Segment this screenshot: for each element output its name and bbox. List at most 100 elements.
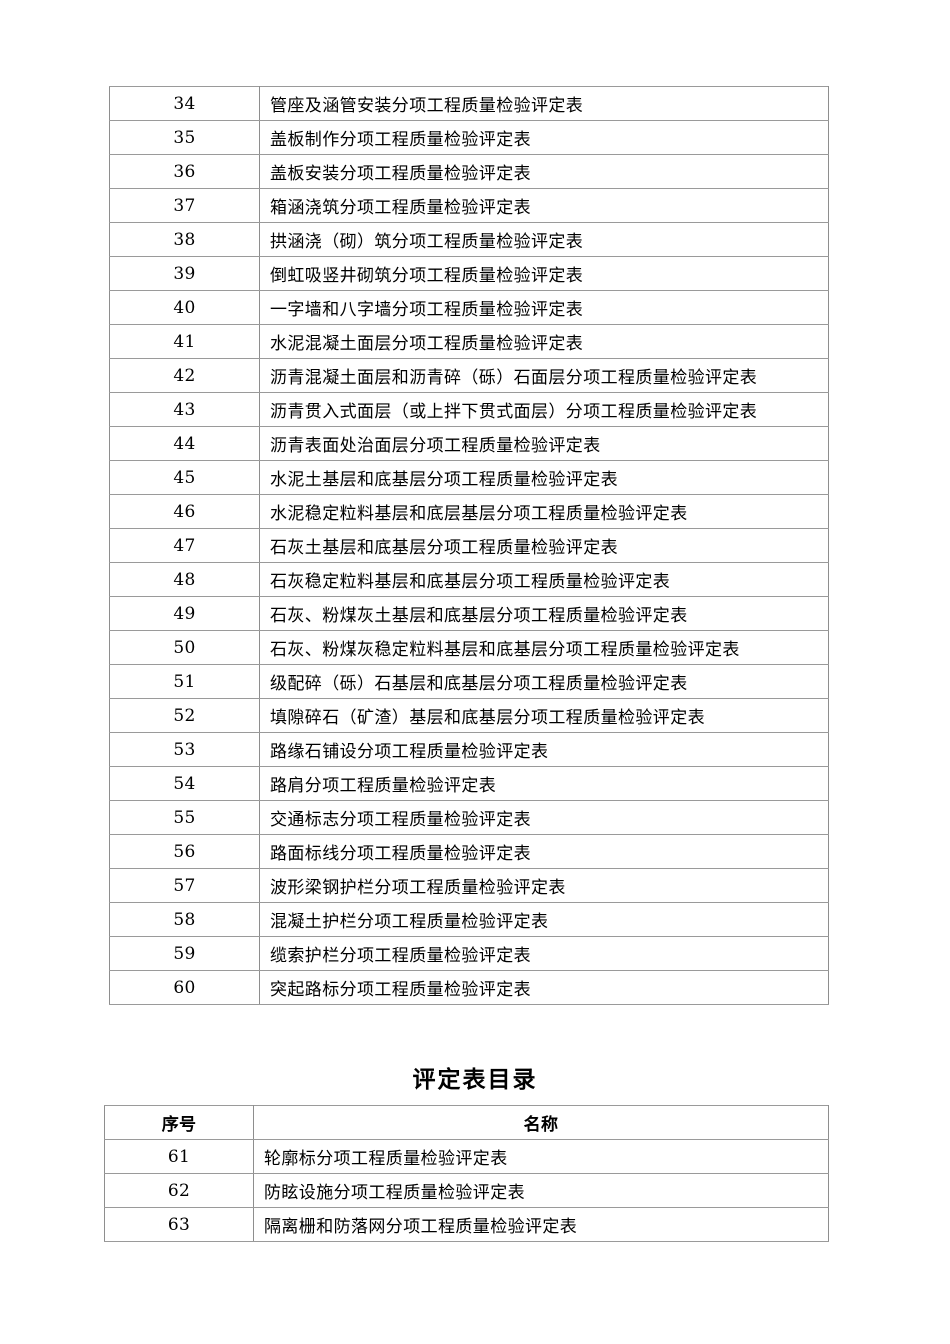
- table-row: 58 混凝土护栏分项工程质量检验评定表: [109, 902, 829, 937]
- row-number-cell: 63: [104, 1207, 254, 1242]
- table-row: 47 石灰土基层和底基层分项工程质量检验评定表: [109, 528, 829, 563]
- header-row: 序号 名称: [104, 1105, 829, 1140]
- row-number-cell: 59: [109, 936, 260, 971]
- table-row: 34 管座及涵管安装分项工程质量检验评定表: [109, 86, 829, 121]
- row-name-cell: 管座及涵管安装分项工程质量检验评定表: [259, 86, 829, 121]
- row-number-cell: 49: [109, 596, 260, 631]
- table-row: 63 隔离栅和防落网分项工程质量检验评定表: [104, 1207, 829, 1242]
- table-row: 36 盖板安装分项工程质量检验评定表: [109, 154, 829, 189]
- table-row: 55 交通标志分项工程质量检验评定表: [109, 800, 829, 835]
- table-row: 50 石灰、粉煤灰稳定粒料基层和底基层分项工程质量检验评定表: [109, 630, 829, 665]
- table-row: 43 沥青贯入式面层（或上拌下贯式面层）分项工程质量检验评定表: [109, 392, 829, 427]
- row-number-cell: 46: [109, 494, 260, 529]
- row-number-cell: 44: [109, 426, 260, 461]
- row-name-cell: 隔离栅和防落网分项工程质量检验评定表: [253, 1207, 829, 1242]
- row-name-cell: 路面标线分项工程质量检验评定表: [259, 834, 829, 869]
- row-name-cell: 拱涵浇（砌）筑分项工程质量检验评定表: [259, 222, 829, 257]
- table-row: 51 级配碎（砾）石基层和底基层分项工程质量检验评定表: [109, 664, 829, 699]
- row-number-cell: 35: [109, 120, 260, 155]
- row-number-cell: 50: [109, 630, 260, 665]
- row-name-cell: 石灰、粉煤灰稳定粒料基层和底基层分项工程质量检验评定表: [259, 630, 829, 665]
- row-name-cell: 级配碎（砾）石基层和底基层分项工程质量检验评定表: [259, 664, 829, 699]
- row-number-cell: 58: [109, 902, 260, 937]
- evaluation-form-index-table: 序号 名称 61 轮廓标分项工程质量检验评定表 62 防眩设施分项工程质量检验评定表 6…: [104, 1105, 829, 1242]
- column-header-num: 序号: [104, 1105, 254, 1140]
- table-row: 42 沥青混凝土面层和沥青碎（砾）石面层分项工程质量检验评定表: [109, 358, 829, 393]
- table-row: 40 一字墙和八字墙分项工程质量检验评定表: [109, 290, 829, 325]
- row-name-cell: 交通标志分项工程质量检验评定表: [259, 800, 829, 835]
- row-name-cell: 缆索护栏分项工程质量检验评定表: [259, 936, 829, 971]
- row-name-cell: 石灰稳定粒料基层和底基层分项工程质量检验评定表: [259, 562, 829, 597]
- row-name-cell: 盖板制作分项工程质量检验评定表: [259, 120, 829, 155]
- row-number-cell: 55: [109, 800, 260, 835]
- row-name-cell: 路缘石铺设分项工程质量检验评定表: [259, 732, 829, 767]
- row-number-cell: 34: [109, 86, 260, 121]
- row-number-cell: 62: [104, 1173, 254, 1208]
- row-number-cell: 45: [109, 460, 260, 495]
- table-row: 46 水泥稳定粒料基层和底层基层分项工程质量检验评定表: [109, 494, 829, 529]
- row-number-cell: 51: [109, 664, 260, 699]
- row-name-cell: 波形梁钢护栏分项工程质量检验评定表: [259, 868, 829, 903]
- row-number-cell: 52: [109, 698, 260, 733]
- table-row: 53 路缘石铺设分项工程质量检验评定表: [109, 732, 829, 767]
- table-row: 37 箱涵浇筑分项工程质量检验评定表: [109, 188, 829, 223]
- row-number-cell: 37: [109, 188, 260, 223]
- row-number-cell: 36: [109, 154, 260, 189]
- table-body: 61 轮廓标分项工程质量检验评定表 62 防眩设施分项工程质量检验评定表 63 隔离栅和防…: [104, 1139, 829, 1242]
- row-number-cell: 61: [104, 1139, 254, 1174]
- row-number-cell: 43: [109, 392, 260, 427]
- row-name-cell: 水泥混凝土面层分项工程质量检验评定表: [259, 324, 829, 359]
- table-row: 38 拱涵浇（砌）筑分项工程质量检验评定表: [109, 222, 829, 257]
- row-name-cell: 箱涵浇筑分项工程质量检验评定表: [259, 188, 829, 223]
- row-name-cell: 一字墙和八字墙分项工程质量检验评定表: [259, 290, 829, 325]
- row-number-cell: 42: [109, 358, 260, 393]
- row-name-cell: 混凝土护栏分项工程质量检验评定表: [259, 902, 829, 937]
- table-row: 44 沥青表面处治面层分项工程质量检验评定表: [109, 426, 829, 461]
- row-number-cell: 60: [109, 970, 260, 1005]
- table-row: 61 轮廓标分项工程质量检验评定表: [104, 1139, 829, 1174]
- table-row: 54 路肩分项工程质量检验评定表: [109, 766, 829, 801]
- page-title: 评定表目录: [412, 1066, 538, 1093]
- table-row: 35 盖板制作分项工程质量检验评定表: [109, 120, 829, 155]
- row-number-cell: 53: [109, 732, 260, 767]
- row-name-cell: 突起路标分项工程质量检验评定表: [259, 970, 829, 1005]
- table-row: 48 石灰稳定粒料基层和底基层分项工程质量检验评定表: [109, 562, 829, 597]
- table-row: 62 防眩设施分项工程质量检验评定表: [104, 1173, 829, 1208]
- row-name-cell: 倒虹吸竖井砌筑分项工程质量检验评定表: [259, 256, 829, 291]
- row-number-cell: 38: [109, 222, 260, 257]
- column-header-name: 名称: [253, 1105, 829, 1140]
- row-name-cell: 轮廓标分项工程质量检验评定表: [253, 1139, 829, 1174]
- row-number-cell: 41: [109, 324, 260, 359]
- row-name-cell: 路肩分项工程质量检验评定表: [259, 766, 829, 801]
- table-row: 39 倒虹吸竖井砌筑分项工程质量检验评定表: [109, 256, 829, 291]
- table-body: 34 管座及涵管安装分项工程质量检验评定表 35 盖板制作分项工程质量检验评定表 36 盖…: [109, 86, 829, 1005]
- evaluation-form-index-table-continued: 34 管座及涵管安装分项工程质量检验评定表 35 盖板制作分项工程质量检验评定表 36 盖…: [109, 86, 829, 1005]
- table-row: 41 水泥混凝土面层分项工程质量检验评定表: [109, 324, 829, 359]
- row-number-cell: 48: [109, 562, 260, 597]
- row-name-cell: 防眩设施分项工程质量检验评定表: [253, 1173, 829, 1208]
- row-name-cell: 石灰、粉煤灰土基层和底基层分项工程质量检验评定表: [259, 596, 829, 631]
- table-row: 60 突起路标分项工程质量检验评定表: [109, 970, 829, 1005]
- row-name-cell: 沥青表面处治面层分项工程质量检验评定表: [259, 426, 829, 461]
- table-header: 序号 名称: [104, 1105, 829, 1140]
- row-name-cell: 填隙碎石（矿渣）基层和底基层分项工程质量检验评定表: [259, 698, 829, 733]
- row-name-cell: 盖板安装分项工程质量检验评定表: [259, 154, 829, 189]
- row-number-cell: 47: [109, 528, 260, 563]
- table-row: 56 路面标线分项工程质量检验评定表: [109, 834, 829, 869]
- row-name-cell: 沥青贯入式面层（或上拌下贯式面层）分项工程质量检验评定表: [259, 392, 829, 427]
- table-row: 45 水泥土基层和底基层分项工程质量检验评定表: [109, 460, 829, 495]
- row-name-cell: 水泥稳定粒料基层和底层基层分项工程质量检验评定表: [259, 494, 829, 529]
- table-row: 59 缆索护栏分项工程质量检验评定表: [109, 936, 829, 971]
- row-number-cell: 56: [109, 834, 260, 869]
- table-row: 52 填隙碎石（矿渣）基层和底基层分项工程质量检验评定表: [109, 698, 829, 733]
- row-number-cell: 39: [109, 256, 260, 291]
- row-number-cell: 57: [109, 868, 260, 903]
- row-name-cell: 沥青混凝土面层和沥青碎（砾）石面层分项工程质量检验评定表: [259, 358, 829, 393]
- table-row: 49 石灰、粉煤灰土基层和底基层分项工程质量检验评定表: [109, 596, 829, 631]
- row-name-cell: 石灰土基层和底基层分项工程质量检验评定表: [259, 528, 829, 563]
- table-row: 57 波形梁钢护栏分项工程质量检验评定表: [109, 868, 829, 903]
- row-name-cell: 水泥土基层和底基层分项工程质量检验评定表: [259, 460, 829, 495]
- row-number-cell: 40: [109, 290, 260, 325]
- row-number-cell: 54: [109, 766, 260, 801]
